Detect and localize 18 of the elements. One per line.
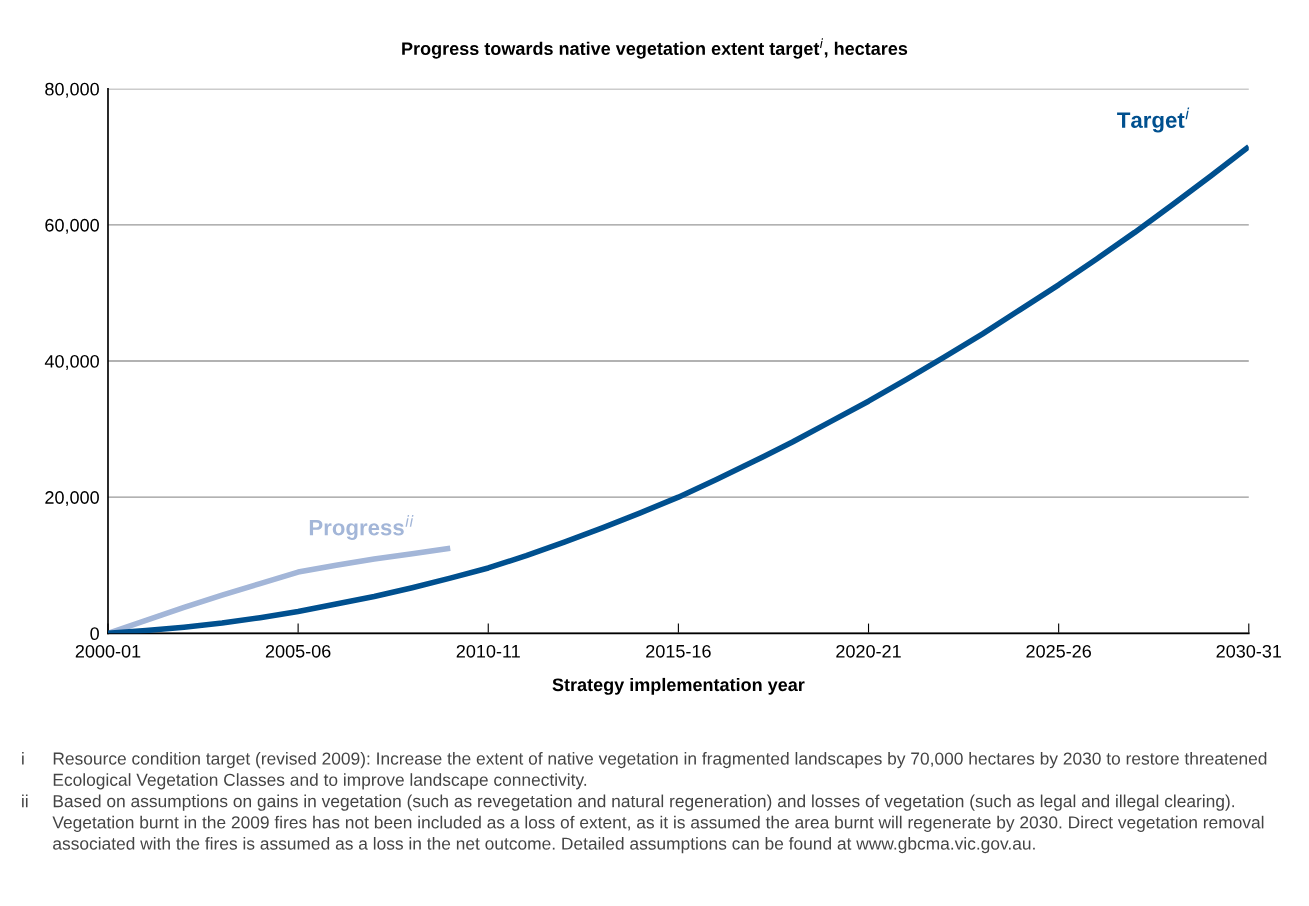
x-tick-label: 2015-16 — [646, 644, 711, 658]
y-tick-label: 20,000 — [45, 491, 99, 507]
series-label: Progress$^{ii}$ — [309, 514, 414, 540]
y-tick-label: 60,000 — [45, 218, 99, 234]
text: i Resource condition target (revised 2009): Increase the extent of native vegetation in fragmented landscapes by 70,000 hectares by 2030 to restore threatened Ecological Vegetation Classes and to improve landscape connectivity. — [22, 751, 1267, 790]
x-tick-label: 2025-26 — [1026, 644, 1091, 658]
x-tick-label: 2030-31 — [1216, 644, 1282, 658]
text: ii Based on assumptions on gains in vegetation (such as revegetation and natural regeneration) and losses of vegetation (such as legal and illegal clearing). Vegetation burnt in the 2009 fires has not been included as a loss of extent, as it is assumed the area burnt will regenerate by 2030. Direct vegetation removal associated with the fires is assumed as a loss in the net outcome. Detailed assumptions can be found at www.gbcma.vic.gov.au. — [22, 794, 1264, 854]
x-tick-label: 2005-06 — [265, 644, 331, 658]
y-tick-label: 80,000 — [45, 82, 99, 98]
text: Target$^{i}$ — [1117, 107, 1190, 133]
x-axis-title: Strategy implementation year — [552, 677, 805, 695]
x-tick-label: 2000-01 — [75, 644, 141, 658]
y-tick-label: 0 — [90, 627, 99, 641]
y-tick-label: 40,000 — [44, 354, 99, 370]
x-tick-label: 2020-21 — [836, 644, 901, 658]
chart-title: Progress towards native vegetation extent target$^{i}$, hectares — [402, 38, 908, 59]
x-tick-label: 2010-11 — [456, 644, 520, 658]
